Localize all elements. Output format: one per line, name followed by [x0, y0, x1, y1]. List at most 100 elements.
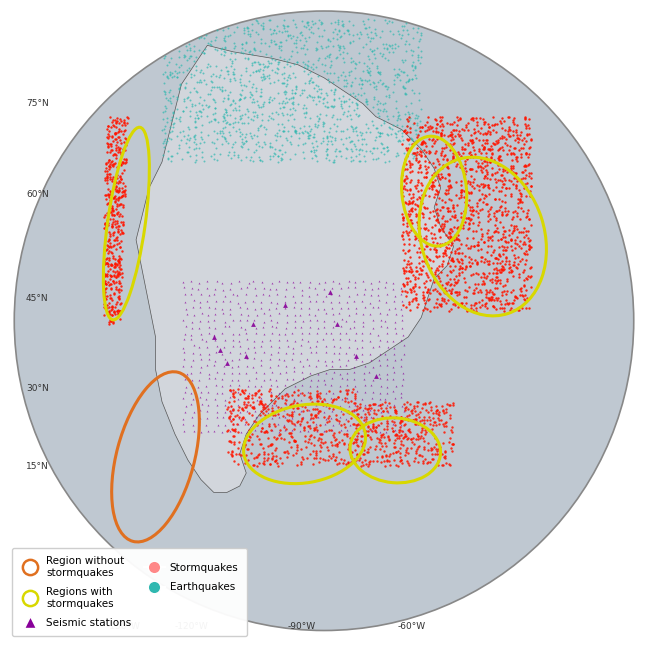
- Point: [402, 107, 413, 117]
- Point: [508, 207, 518, 218]
- Point: [408, 118, 419, 128]
- Point: [303, 68, 314, 78]
- Point: [379, 432, 389, 442]
- Point: [111, 260, 122, 270]
- Point: [470, 283, 481, 293]
- Point: [400, 429, 410, 439]
- Point: [327, 334, 338, 344]
- Point: [196, 386, 206, 397]
- Point: [398, 426, 408, 436]
- Point: [435, 168, 446, 179]
- Point: [324, 415, 334, 426]
- Point: [400, 55, 410, 65]
- Point: [121, 133, 132, 144]
- Point: [182, 147, 192, 157]
- Point: [468, 210, 478, 220]
- Point: [439, 150, 450, 160]
- Point: [308, 132, 319, 142]
- Point: [228, 404, 238, 414]
- Point: [209, 426, 220, 436]
- Point: [406, 258, 416, 268]
- Point: [365, 79, 375, 89]
- Point: [382, 43, 393, 54]
- Point: [494, 186, 505, 196]
- Point: [327, 439, 338, 450]
- Point: [367, 148, 377, 158]
- Point: [514, 241, 524, 251]
- Point: [382, 129, 392, 139]
- Point: [98, 284, 109, 295]
- Point: [330, 146, 341, 156]
- Point: [434, 456, 444, 467]
- Point: [509, 292, 520, 303]
- Point: [329, 341, 339, 352]
- Point: [316, 18, 327, 29]
- Point: [487, 168, 497, 179]
- Point: [419, 422, 429, 432]
- Point: [521, 148, 531, 158]
- Point: [204, 39, 214, 49]
- Point: [341, 360, 351, 371]
- Point: [465, 260, 475, 271]
- Point: [454, 161, 465, 172]
- Point: [357, 457, 367, 467]
- Point: [413, 218, 424, 229]
- Point: [257, 156, 268, 167]
- Point: [320, 60, 330, 70]
- Point: [498, 179, 508, 189]
- Point: [352, 420, 362, 430]
- Point: [321, 67, 332, 78]
- Point: [396, 283, 406, 294]
- Point: [114, 145, 124, 156]
- Point: [490, 283, 500, 293]
- Point: [319, 101, 330, 111]
- Point: [166, 52, 176, 63]
- Point: [395, 411, 406, 422]
- Point: [117, 216, 128, 227]
- Point: [111, 169, 122, 179]
- Point: [445, 261, 455, 272]
- Point: [317, 18, 327, 29]
- Point: [235, 414, 246, 424]
- Point: [341, 48, 352, 58]
- Point: [108, 302, 118, 312]
- Point: [251, 461, 262, 472]
- Point: [235, 302, 246, 312]
- Point: [444, 168, 454, 179]
- Point: [437, 211, 448, 221]
- Point: [321, 388, 331, 399]
- Point: [359, 437, 369, 447]
- Point: [299, 100, 309, 110]
- Point: [232, 290, 242, 300]
- Point: [282, 317, 292, 327]
- Point: [316, 88, 326, 98]
- Point: [424, 124, 435, 134]
- Point: [269, 25, 279, 35]
- Point: [262, 400, 272, 411]
- Point: [288, 277, 298, 287]
- Point: [400, 159, 411, 169]
- Point: [349, 393, 360, 403]
- Point: [351, 386, 362, 397]
- Point: [100, 159, 111, 169]
- Point: [373, 67, 383, 77]
- Point: [307, 397, 318, 408]
- Point: [115, 264, 125, 274]
- Point: [185, 69, 196, 80]
- Point: [491, 253, 502, 263]
- Point: [342, 397, 353, 407]
- Point: [394, 434, 404, 444]
- Point: [262, 62, 272, 72]
- Point: [163, 154, 174, 164]
- Point: [281, 81, 292, 91]
- Point: [305, 342, 316, 353]
- Point: [326, 60, 336, 71]
- Point: [491, 136, 501, 146]
- Point: [436, 266, 446, 277]
- Point: [419, 419, 429, 429]
- Point: [397, 231, 407, 241]
- Point: [399, 268, 410, 278]
- Point: [349, 362, 359, 372]
- Point: [297, 30, 307, 40]
- Point: [102, 277, 113, 287]
